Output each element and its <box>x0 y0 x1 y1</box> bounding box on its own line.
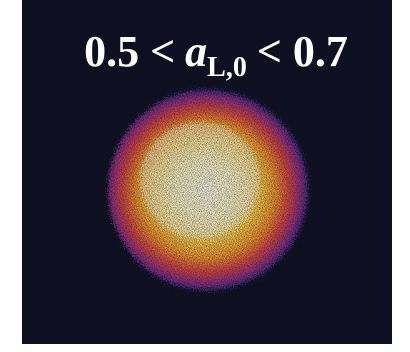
title-left: 0.5 < <box>84 27 175 76</box>
blob-core <box>140 122 260 238</box>
title-subscript: L,0 <box>207 52 247 83</box>
intensity-blob <box>108 88 316 292</box>
page: 0.5 <aL,0< 0.7 (() => { const data = JSO… <box>0 0 410 352</box>
figure: 0.5 <aL,0 < 0.7 <box>0 0 410 352</box>
title-variable: a <box>185 27 207 76</box>
title-right: < 0.7 <box>257 27 348 76</box>
